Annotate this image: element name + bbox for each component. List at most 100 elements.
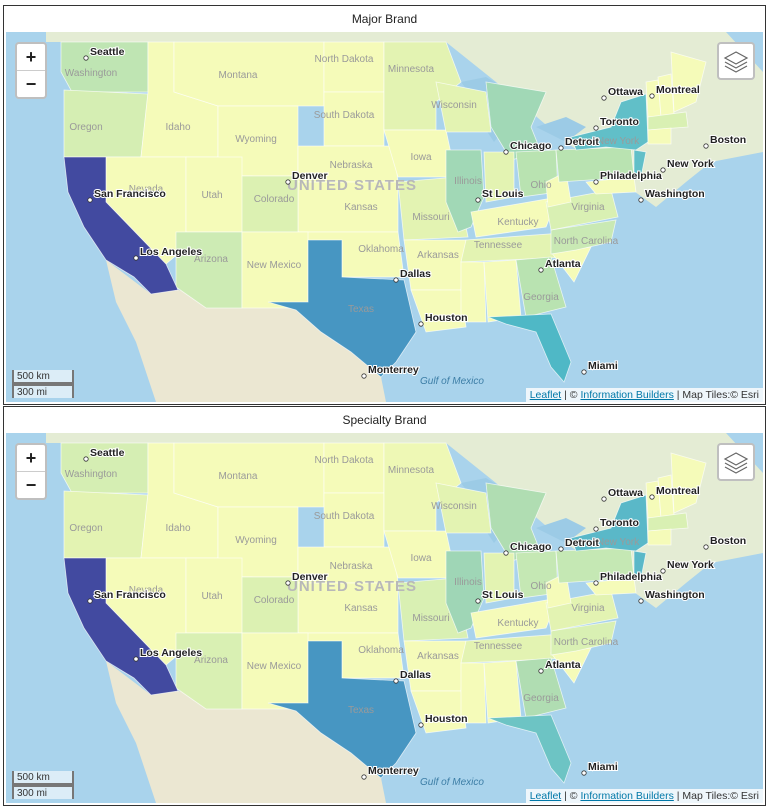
attribution: Leaflet | © Information Builders | Map T… [525,789,763,803]
state-ky[interactable] [470,597,559,639]
city-label: Houston [425,713,468,725]
state-ga[interactable] [515,657,567,719]
city-marker [87,598,93,604]
city-marker [593,526,599,532]
city-marker [83,456,89,462]
zoom-out-button[interactable]: − [25,475,37,495]
city-marker [660,568,666,574]
state-al[interactable] [483,660,522,724]
state-fl[interactable] [487,714,572,784]
state-ms[interactable] [460,662,487,724]
information-builders-link[interactable]: Information Builders [580,790,674,802]
state-fl[interactable] [487,313,572,383]
scale-km: 500 km [12,370,74,384]
leaflet-link[interactable]: Leaflet [529,389,562,401]
attribution-separator: | © [561,389,581,401]
state-az[interactable] [175,231,243,309]
state-ms[interactable] [460,261,487,323]
state-label: Nebraska [330,160,373,171]
scale-bar: 500 km 300 mi [12,370,74,398]
state-ca[interactable] [63,156,179,295]
state-la[interactable] [410,690,467,734]
state-ga[interactable] [515,256,567,318]
city-label: Seattle [90,447,125,459]
state-label: Ohio [530,581,552,592]
state-me[interactable] [670,452,707,514]
scale-km: 500 km [12,771,74,785]
state-md[interactable] [585,176,637,195]
city-label: Ottawa [608,86,643,98]
state-wi[interactable] [435,482,492,534]
state-me[interactable] [670,51,707,113]
water-label: Gulf of Mexico [420,376,484,387]
state-label: Georgia [523,693,559,704]
state-label: Washington [65,469,117,480]
layers-button[interactable] [717,443,755,481]
state-label: North Dakota [315,54,374,65]
basemap[interactable]: Washington Oregon Idaho Montana Wyoming North… [6,32,763,402]
state-ct[interactable] [647,127,672,145]
state-nj[interactable] [633,550,647,579]
state-ma[interactable] [647,111,689,131]
leaflet-link[interactable]: Leaflet [529,790,562,802]
state-label: Oklahoma [358,645,404,656]
city-marker [649,93,655,99]
zoom-in-button[interactable]: + [17,445,45,472]
state-label: Washington [65,68,117,79]
state-label: Colorado [254,595,295,606]
state-nc[interactable] [550,620,617,656]
map-view[interactable]: Washington Oregon Idaho Montana Wyoming North… [6,433,763,803]
city-marker [601,95,607,101]
state-tx[interactable] [267,239,417,378]
city-label: Boston [710,134,746,146]
state-md[interactable] [585,577,637,596]
state-wi[interactable] [435,81,492,133]
city-label: New York [667,559,714,571]
state-label: Kansas [344,202,377,213]
city-label: Toronto [600,116,639,128]
state-ma[interactable] [647,512,689,532]
state-ca[interactable] [63,557,179,696]
city-label: Monterrey [368,364,419,376]
state-label: Arkansas [417,651,459,662]
state-ar[interactable] [403,640,467,692]
zoom-out-button[interactable]: − [25,74,37,94]
layers-button[interactable] [717,42,755,80]
state-ar[interactable] [403,239,467,291]
city-marker [558,546,564,552]
state-nc[interactable] [550,219,617,255]
city-label: St Louis [482,589,524,601]
zoom-in-button[interactable]: + [17,44,45,71]
state-label: Illinois [454,577,482,588]
state-label: Iowa [410,152,432,163]
map-view[interactable]: Washington Oregon Idaho Montana Wyoming North… [6,32,763,402]
layers-icon [723,452,749,474]
basemap[interactable]: Washington Oregon Idaho Montana Wyoming North… [6,433,763,803]
state-label: New York [597,136,640,147]
city-label: Philadelphia [600,170,662,182]
state-al[interactable] [483,259,522,323]
state-ky[interactable] [470,196,559,238]
state-label: Illinois [454,176,482,187]
state-label: Idaho [165,523,190,534]
scale-bar: 500 km 300 mi [12,771,74,799]
state-label: Kentucky [497,217,538,228]
city-marker [503,149,509,155]
city-label: Dallas [400,268,431,280]
state-ct[interactable] [647,528,672,546]
city-label: Dallas [400,669,431,681]
city-marker [87,197,93,203]
state-label: Oklahoma [358,244,404,255]
city-label: Los Angeles [140,246,202,258]
state-az[interactable] [175,632,243,710]
city-label: New York [667,158,714,170]
state-nj[interactable] [633,149,647,178]
state-tx[interactable] [267,640,417,779]
state-label: Kentucky [497,618,538,629]
information-builders-link[interactable]: Information Builders [580,389,674,401]
state-la[interactable] [410,289,467,333]
state-nd[interactable] [323,442,385,494]
city-label: St Louis [482,188,524,200]
state-nd[interactable] [323,41,385,93]
state-label: Nevada [129,184,164,195]
